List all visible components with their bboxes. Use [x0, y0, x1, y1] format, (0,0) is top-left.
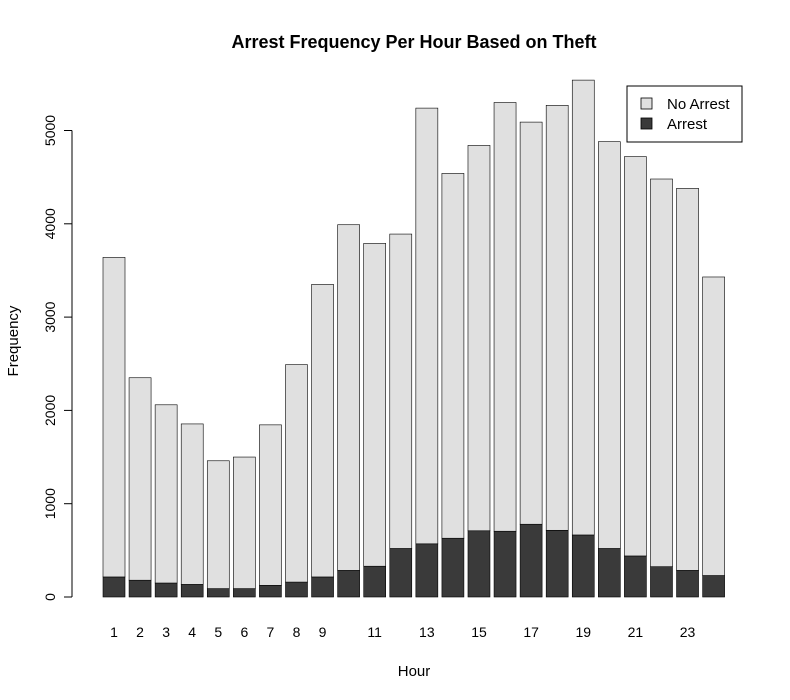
bar-no-arrest-hour-21 — [624, 156, 647, 557]
bar-arrest-hour-4 — [180, 584, 204, 598]
bar-no-arrest-hour-12 — [389, 233, 413, 549]
x-tick-label: 17 — [523, 624, 539, 640]
bar-no-arrest-hour-3 — [154, 404, 178, 584]
bar-no-arrest-hour-2 — [128, 377, 152, 581]
bar-no-arrest-hour-22 — [650, 178, 673, 567]
bar-arrest-hour-11 — [363, 565, 387, 598]
x-tick-label: 21 — [628, 624, 644, 640]
bar-arrest-hour-19 — [571, 534, 595, 598]
bar-arrest-hour-18 — [545, 529, 569, 598]
y-tick-label: 4000 — [42, 208, 58, 239]
bar-arrest-hour-16 — [493, 530, 517, 598]
bar-arrest-hour-2 — [128, 579, 152, 598]
bar-arrest-hour-3 — [154, 582, 178, 598]
bar-arrest-hour-6 — [233, 588, 256, 598]
y-axis-label: Frequency — [5, 305, 22, 376]
legend: No Arrest Arrest — [626, 85, 743, 143]
bar-no-arrest-hour-7 — [259, 424, 282, 586]
bar-no-arrest-hour-16 — [493, 102, 517, 532]
bar-no-arrest-hour-14 — [441, 173, 465, 539]
bar-arrest-hour-9 — [311, 576, 334, 598]
bar-no-arrest-hour-11 — [363, 243, 387, 567]
legend-box — [626, 85, 743, 143]
y-tick-label: 1000 — [42, 488, 58, 519]
bar-no-arrest-hour-4 — [180, 423, 204, 585]
x-tick-label: 15 — [471, 624, 487, 640]
x-tick-label: 11 — [367, 624, 382, 640]
x-tick-label: 2 — [136, 624, 144, 640]
bar-arrest-hour-24 — [702, 575, 725, 598]
x-tick-label: 8 — [293, 624, 301, 640]
x-tick-label: 4 — [188, 624, 196, 640]
x-tick-labels: 1 2 3 4 5 6 7 8 9 11 13 15 17 19 21 23 — [110, 624, 695, 640]
bar-no-arrest-hour-20 — [598, 141, 621, 549]
bar-arrest-hour-21 — [624, 555, 647, 598]
bar-arrest-hour-7 — [259, 585, 282, 598]
x-tick-label: 19 — [575, 624, 591, 640]
x-tick-label: 3 — [162, 624, 170, 640]
x-tick-label: 13 — [419, 624, 435, 640]
x-tick-label: 6 — [240, 624, 248, 640]
bar-arrest-hour-17 — [519, 523, 543, 598]
bar-no-arrest-hour-13 — [415, 107, 439, 545]
x-tick-label: 1 — [110, 624, 118, 640]
x-axis-label: Hour — [398, 663, 431, 680]
x-tick-label: 7 — [267, 624, 275, 640]
legend-label-arrest: Arrest — [667, 116, 708, 133]
legend-label-no-arrest: No Arrest — [667, 96, 730, 113]
legend-swatch-no-arrest — [640, 97, 653, 110]
y-tick-label: 0 — [42, 593, 58, 601]
bars — [102, 79, 725, 598]
bar-no-arrest-hour-18 — [545, 105, 569, 531]
x-tick-label: 9 — [319, 624, 327, 640]
bar-arrest-hour-14 — [441, 537, 465, 598]
bar-arrest-hour-8 — [285, 581, 308, 598]
chart-title: Arrest Frequency Per Hour Based on Theft — [231, 32, 596, 52]
x-tick-label: 23 — [680, 624, 696, 640]
bar-no-arrest-hour-9 — [311, 284, 334, 578]
y-axis: 0 1000 2000 3000 4000 5000 — [42, 115, 73, 601]
y-tick-label: 3000 — [42, 301, 58, 332]
bar-no-arrest-hour-23 — [676, 188, 699, 571]
y-tick-label: 5000 — [42, 115, 58, 146]
x-tick-label: 5 — [214, 624, 222, 640]
bar-no-arrest-hour-8 — [285, 364, 308, 583]
y-tick-label: 2000 — [42, 395, 58, 426]
bar-no-arrest-hour-24 — [702, 276, 725, 576]
bar-no-arrest-hour-15 — [467, 145, 491, 532]
bar-arrest-hour-5 — [206, 588, 230, 598]
bar-arrest-hour-1 — [102, 576, 126, 598]
bar-arrest-hour-10 — [337, 570, 360, 598]
bar-arrest-hour-13 — [415, 543, 439, 598]
bar-no-arrest-hour-10 — [337, 224, 360, 571]
bar-no-arrest-hour-5 — [206, 460, 230, 589]
bar-arrest-hour-23 — [676, 570, 699, 598]
legend-swatch-arrest — [640, 117, 653, 130]
bar-no-arrest-hour-1 — [102, 257, 126, 578]
bar-no-arrest-hour-6 — [233, 456, 256, 589]
bar-no-arrest-hour-17 — [519, 121, 543, 525]
bar-no-arrest-hour-19 — [571, 79, 595, 536]
bar-arrest-hour-15 — [467, 530, 491, 598]
bar-arrest-hour-20 — [598, 548, 621, 598]
bar-arrest-hour-22 — [650, 566, 673, 598]
bar-arrest-hour-12 — [389, 548, 413, 598]
